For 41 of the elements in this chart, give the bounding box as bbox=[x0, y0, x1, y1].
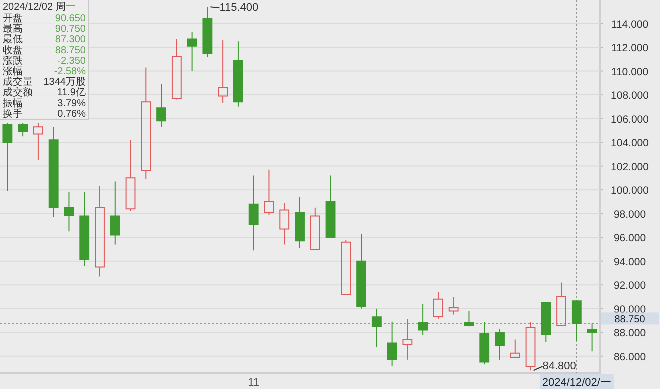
y-tick-label: 106.000 bbox=[611, 114, 650, 126]
annotation: 2024/12/02 周一 bbox=[3, 2, 76, 13]
y-tick-label: 102.000 bbox=[611, 161, 650, 174]
annotation: -2.350 bbox=[58, 56, 86, 67]
annotation: -2.58% bbox=[54, 66, 86, 78]
annotation: 最高 bbox=[3, 23, 23, 36]
x-tick-label: 11 bbox=[248, 377, 260, 389]
annotation: 成交量 bbox=[3, 76, 33, 88]
y-tick-label: 112.000 bbox=[611, 42, 649, 55]
annotation: 换手 bbox=[3, 108, 23, 120]
annotation: 最低 bbox=[3, 34, 23, 46]
y-tick-label: 100.000 bbox=[611, 185, 650, 198]
annotation: 88.750 bbox=[55, 45, 86, 56]
annotation: 11.9亿 bbox=[57, 88, 86, 99]
annotation: 振幅 bbox=[3, 97, 23, 110]
ref-line-label: 88.750 bbox=[614, 314, 646, 326]
annotation: 1344万股 bbox=[44, 77, 86, 88]
y-tick-label: 90.000 bbox=[614, 304, 646, 316]
annotation: 115.400 bbox=[220, 2, 259, 14]
annotation: 收盘 bbox=[3, 44, 23, 56]
y-tick-label: 86.000 bbox=[614, 351, 646, 364]
annotation: 3.79% bbox=[58, 98, 86, 110]
y-tick-label: 88.000 bbox=[614, 328, 646, 340]
annotation: 成交额 bbox=[3, 86, 33, 99]
x-tick-label: 2024/12/02/一 bbox=[542, 377, 612, 389]
annotation: 84.800 bbox=[542, 360, 576, 373]
y-tick-label: 108.000 bbox=[611, 90, 650, 102]
y-tick-label: 104.000 bbox=[611, 138, 650, 150]
annotation: 90.750 bbox=[55, 24, 86, 36]
annotation: 开盘 bbox=[3, 12, 23, 24]
y-tick-label: 96.000 bbox=[614, 232, 646, 245]
annotation: 87.300 bbox=[55, 34, 86, 46]
annotation: 0.76% bbox=[58, 108, 86, 120]
y-tick-label: 114.000 bbox=[611, 18, 649, 31]
y-tick-label: 110.000 bbox=[611, 66, 649, 78]
annotation: 涨幅 bbox=[3, 66, 23, 78]
y-tick-label: 92.000 bbox=[614, 280, 646, 292]
y-tick-label: 94.000 bbox=[614, 256, 646, 268]
y-tick-label: 98.000 bbox=[614, 208, 646, 221]
annotation: 90.650 bbox=[55, 14, 86, 24]
annotation: 涨跌 bbox=[3, 54, 23, 67]
